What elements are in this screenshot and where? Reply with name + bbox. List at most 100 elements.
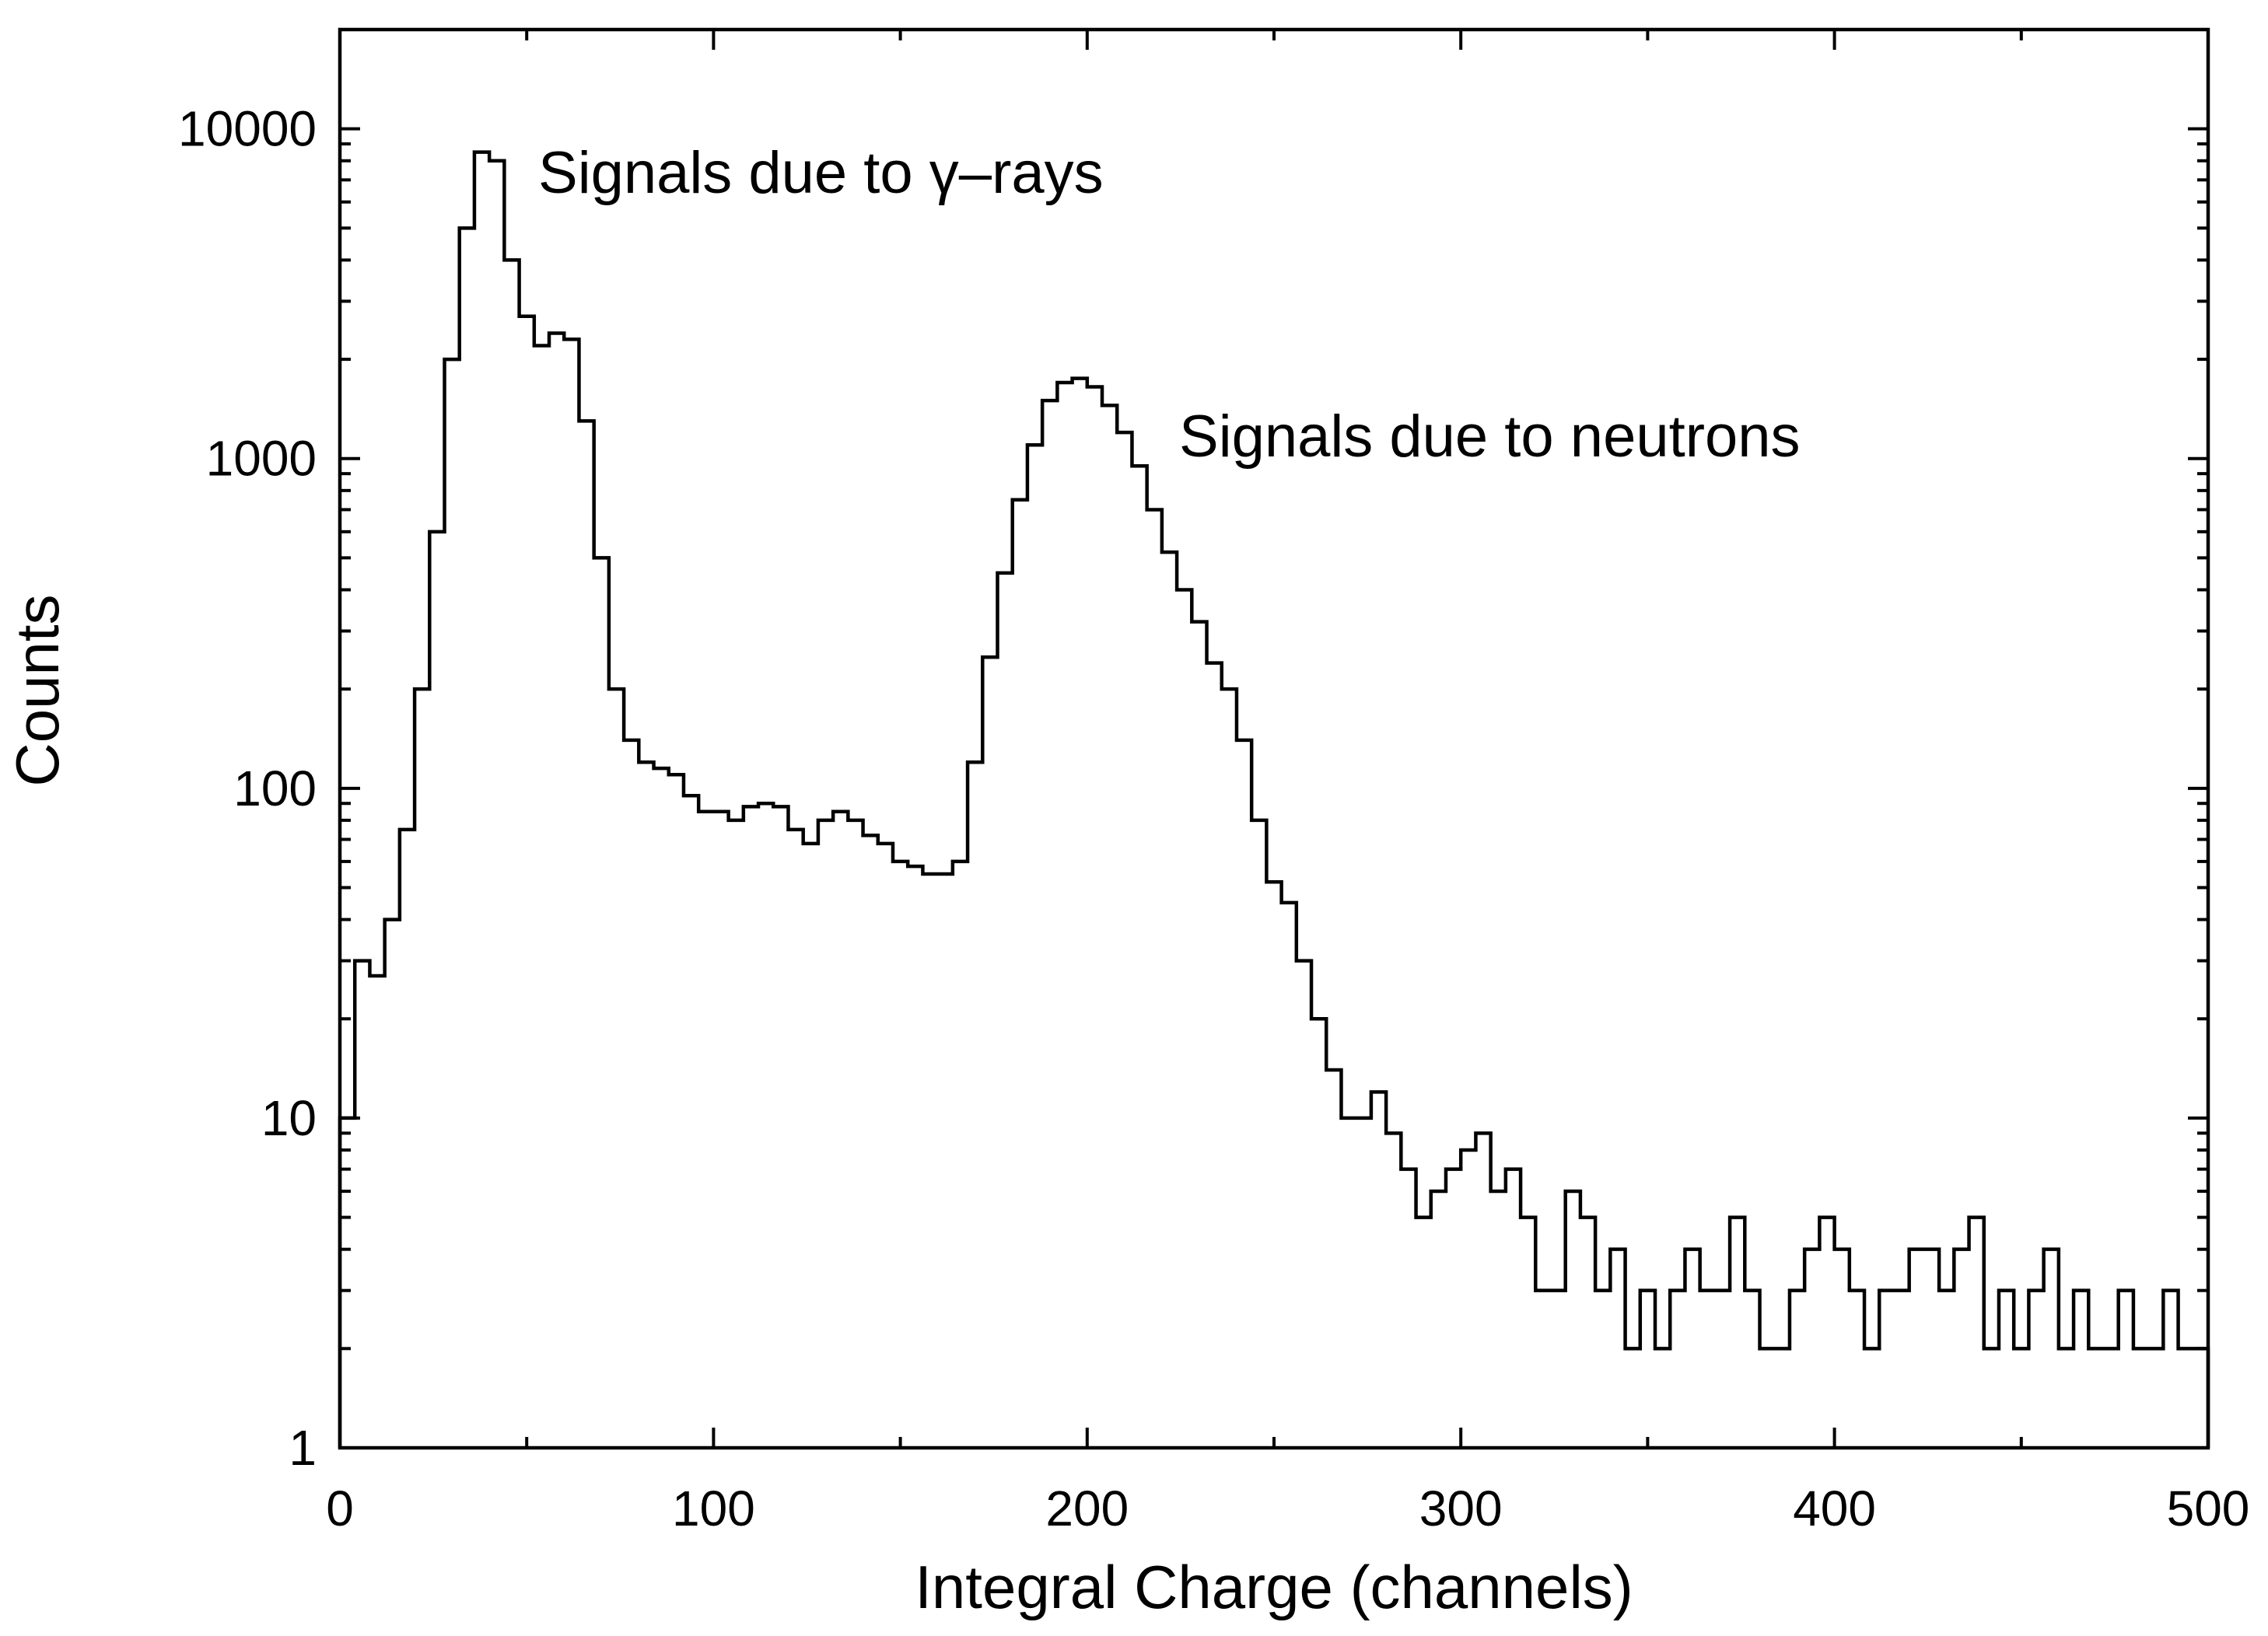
bar bbox=[2044, 1250, 2059, 1448]
bar bbox=[1550, 1291, 1565, 1448]
bar bbox=[429, 532, 444, 1448]
bar bbox=[863, 835, 878, 1448]
y-tick-label: 10 bbox=[261, 1090, 317, 1146]
bar bbox=[400, 830, 415, 1448]
bar bbox=[1924, 1250, 1939, 1448]
bar bbox=[520, 316, 534, 1448]
y-tick-label: 10000 bbox=[178, 101, 317, 157]
bar bbox=[1909, 1250, 1924, 1448]
bar bbox=[1117, 432, 1132, 1448]
bar bbox=[445, 359, 460, 1448]
x-tick-label: 100 bbox=[672, 1480, 755, 1536]
bar bbox=[1506, 1169, 1521, 1448]
bar bbox=[504, 260, 519, 1448]
x-tick-label: 400 bbox=[1793, 1480, 1876, 1536]
annotation: Signals due to neutrons bbox=[1179, 404, 1801, 470]
bar bbox=[1326, 1070, 1341, 1448]
bar bbox=[594, 558, 609, 1448]
x-axis-label: Integral Charge (channels) bbox=[915, 1553, 1633, 1621]
bar bbox=[1954, 1250, 1969, 1448]
bar bbox=[1999, 1291, 2014, 1448]
bar bbox=[1371, 1092, 1386, 1448]
bar bbox=[369, 976, 384, 1448]
bar bbox=[415, 689, 429, 1448]
x-tick-label: 500 bbox=[2167, 1480, 2250, 1536]
bar bbox=[758, 803, 773, 1448]
bar bbox=[1147, 509, 1162, 1448]
bar bbox=[1102, 405, 1117, 1448]
bar bbox=[1894, 1291, 1909, 1448]
bar bbox=[1700, 1291, 1715, 1448]
x-tick-label: 300 bbox=[1419, 1480, 1503, 1536]
bar bbox=[549, 334, 564, 1448]
histogram-outline bbox=[338, 150, 2210, 1448]
bar bbox=[1790, 1291, 1804, 1448]
bar bbox=[1027, 445, 1042, 1448]
bar bbox=[654, 768, 669, 1448]
bar bbox=[1177, 590, 1192, 1448]
bar bbox=[1715, 1291, 1730, 1448]
bar bbox=[1610, 1250, 1625, 1448]
bar bbox=[2179, 1348, 2193, 1448]
bar bbox=[1461, 1150, 1475, 1448]
annotation: Signals due to γ–rays bbox=[538, 140, 1104, 206]
bar bbox=[2088, 1348, 2103, 1448]
bar bbox=[2074, 1291, 2088, 1448]
bar bbox=[460, 228, 474, 1448]
bar bbox=[982, 657, 997, 1448]
bar bbox=[1730, 1218, 1745, 1448]
bar bbox=[729, 820, 744, 1448]
bar bbox=[2148, 1348, 2163, 1448]
bar bbox=[1251, 820, 1266, 1448]
bar bbox=[1162, 552, 1177, 1448]
bar bbox=[1416, 1218, 1431, 1448]
bar bbox=[1969, 1218, 1984, 1448]
bar bbox=[534, 346, 549, 1448]
bar bbox=[1042, 400, 1057, 1448]
bar bbox=[1580, 1218, 1595, 1448]
bar bbox=[1685, 1250, 1699, 1448]
bar bbox=[2014, 1348, 2028, 1448]
bar bbox=[2028, 1291, 2043, 1448]
y-tick-label: 100 bbox=[233, 760, 317, 816]
bar bbox=[1341, 1118, 1356, 1448]
bar bbox=[669, 774, 684, 1448]
bar bbox=[1266, 882, 1281, 1448]
bar bbox=[908, 866, 922, 1448]
x-tick-label: 200 bbox=[1045, 1480, 1129, 1536]
bar bbox=[953, 862, 968, 1448]
bar bbox=[564, 339, 579, 1448]
bar bbox=[1446, 1169, 1461, 1448]
plot-frame bbox=[338, 27, 2210, 1450]
bar bbox=[1566, 1191, 1580, 1448]
bar bbox=[609, 689, 624, 1448]
bar bbox=[489, 161, 504, 1448]
bar bbox=[818, 820, 833, 1448]
bar bbox=[2059, 1348, 2074, 1448]
bar bbox=[624, 740, 639, 1448]
y-axis-label: Counts bbox=[3, 594, 72, 786]
bar bbox=[1864, 1348, 1879, 1448]
bar bbox=[1760, 1348, 1775, 1448]
bar bbox=[2103, 1348, 2118, 1448]
bar bbox=[340, 1118, 355, 1448]
bar bbox=[1745, 1291, 1759, 1448]
bar bbox=[1386, 1133, 1401, 1448]
bar bbox=[1237, 740, 1251, 1448]
bar bbox=[1670, 1291, 1685, 1448]
bar bbox=[1297, 961, 1311, 1448]
bar bbox=[1640, 1291, 1655, 1448]
bar bbox=[878, 844, 893, 1448]
bar bbox=[1835, 1250, 1850, 1448]
bar bbox=[1626, 1348, 1640, 1448]
bar bbox=[968, 762, 982, 1448]
bar bbox=[1775, 1348, 1790, 1448]
bar bbox=[1311, 1019, 1326, 1448]
bar bbox=[1595, 1291, 1610, 1448]
bar bbox=[1491, 1191, 1506, 1448]
bar bbox=[893, 862, 908, 1448]
bar bbox=[1207, 663, 1222, 1448]
bar bbox=[1132, 466, 1146, 1448]
bar bbox=[773, 806, 788, 1448]
